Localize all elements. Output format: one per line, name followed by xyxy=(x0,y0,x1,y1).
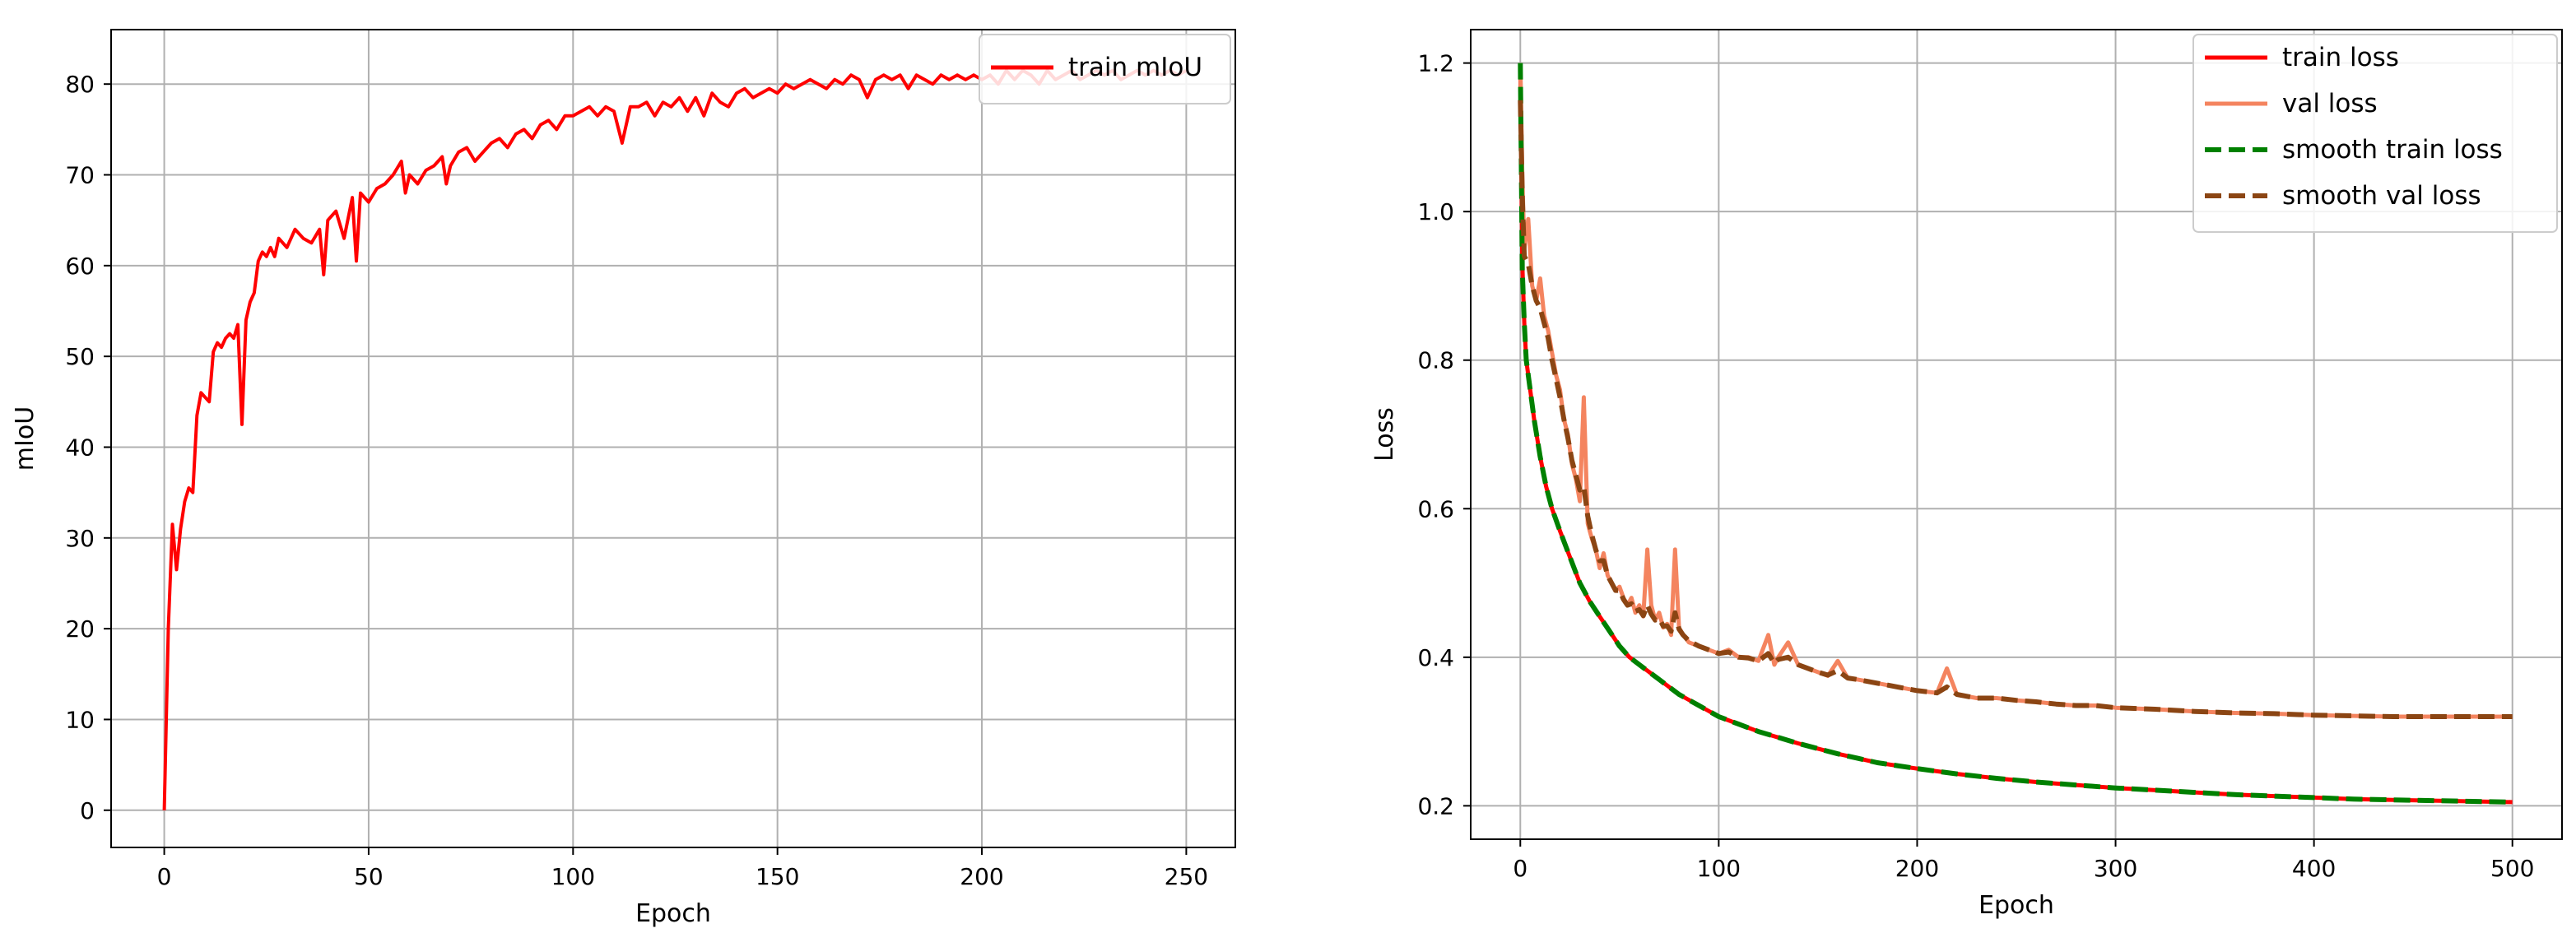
loss-y-tick-label: 0.6 xyxy=(1417,495,1454,522)
miou-y-tick-label: 70 xyxy=(65,162,95,189)
loss-x-tick-label: 400 xyxy=(2292,855,2336,882)
miou-y-tick-label: 30 xyxy=(65,525,95,552)
miou-legend-label-train-miou: train mIoU xyxy=(1068,53,1202,82)
loss-ticks: 0 100 200 300 400 500 0.2 0.4 0.6 0.8 1.0 1.2 xyxy=(1417,50,2534,882)
loss-legend-box xyxy=(2192,34,2558,233)
loss-series-smooth-val-loss xyxy=(1518,100,2513,719)
loss-x-tick-label: 200 xyxy=(1895,855,1939,882)
miou-x-tick-label: 150 xyxy=(756,863,799,890)
miou-legend-box xyxy=(979,34,1231,104)
miou-y-axis-label: mIoU xyxy=(11,406,40,471)
miou-legend: train mIoU xyxy=(979,34,1231,104)
loss-y-tick-label: 0.8 xyxy=(1417,347,1454,374)
loss-legend-label-smooth-train-loss: smooth train loss xyxy=(2282,135,2503,165)
loss-x-axis-label: Epoch xyxy=(1978,891,2054,920)
loss-y-tick-label: 1.0 xyxy=(1417,198,1454,225)
loss-x-tick-label: 0 xyxy=(1513,855,1527,882)
miou-x-axis-label: Epoch xyxy=(635,899,711,928)
loss-x-tick-label: 500 xyxy=(2490,855,2534,882)
loss-legend-label-smooth-val-loss: smooth val loss xyxy=(2282,181,2481,211)
miou-x-tick-label: 250 xyxy=(1165,863,1208,890)
miou-chart: 0 50 100 150 200 250 0 10 20 30 40 50 60 70 80 Epoch m… xyxy=(11,29,1236,928)
loss-y-tick-label: 0.4 xyxy=(1417,644,1454,671)
loss-x-tick-label: 100 xyxy=(1697,855,1741,882)
miou-y-tick-label: 20 xyxy=(65,615,95,643)
loss-chart: 0 100 200 300 400 500 0.2 0.4 0.6 0.8 1.0 1.2 Epoch… xyxy=(1370,29,2563,920)
miou-y-tick-label: 10 xyxy=(65,706,95,733)
miou-y-tick-label: 60 xyxy=(65,253,95,280)
loss-y-tick-label: 1.2 xyxy=(1417,50,1454,77)
loss-legend-label-val-loss: val loss xyxy=(2282,89,2378,118)
loss-series-smooth-train-loss xyxy=(1518,63,2513,805)
miou-y-tick-label: 0 xyxy=(80,797,95,824)
loss-y-axis-label: Loss xyxy=(1370,407,1399,462)
miou-plot-frame xyxy=(110,29,1236,848)
loss-x-tick-label: 300 xyxy=(2094,855,2137,882)
miou-y-tick-label: 80 xyxy=(65,71,95,98)
loss-legend-label-train-loss: train loss xyxy=(2282,43,2399,72)
miou-x-tick-label: 200 xyxy=(960,863,1003,890)
loss-series-layer xyxy=(1518,63,2513,805)
loss-legend: train loss val loss smooth train loss smoot… xyxy=(2192,34,2558,233)
miou-x-tick-label: 50 xyxy=(354,863,384,890)
miou-y-tick-label: 40 xyxy=(65,434,95,461)
miou-y-tick-label: 50 xyxy=(65,343,95,370)
miou-ticks: 0 50 100 150 200 250 0 10 20 30 40 50 60 70 80 xyxy=(65,71,1208,890)
miou-grid xyxy=(111,30,1235,847)
miou-x-tick-label: 0 xyxy=(157,863,172,890)
miou-x-tick-label: 100 xyxy=(551,863,595,890)
loss-plot-frame xyxy=(1470,29,2563,840)
loss-y-tick-label: 0.2 xyxy=(1417,792,1454,819)
